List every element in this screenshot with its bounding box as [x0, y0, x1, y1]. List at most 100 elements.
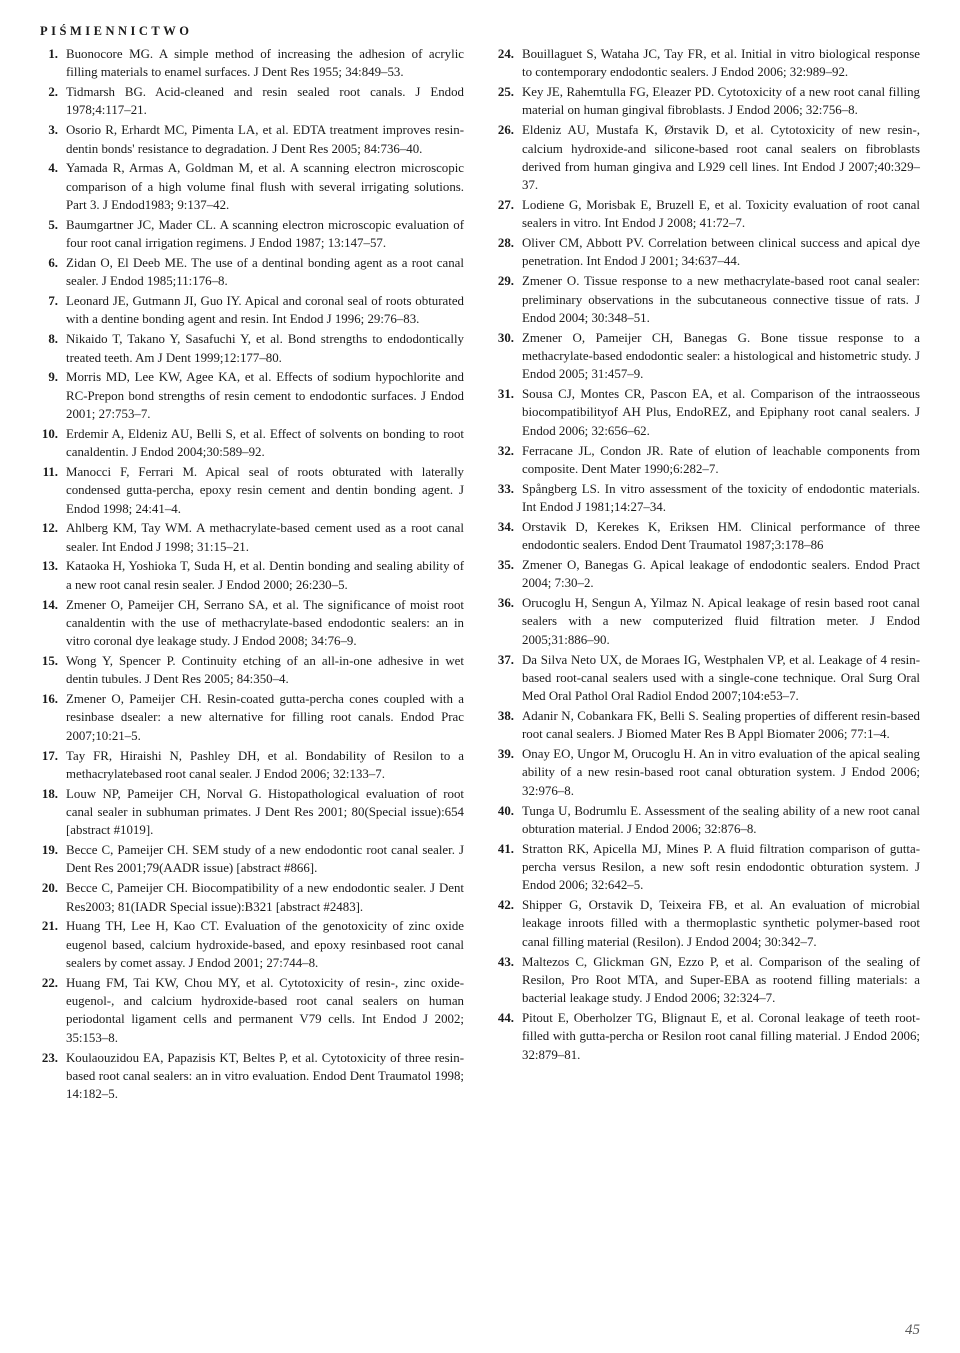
- reference-item: 19.Becce C, Pameijer CH. SEM study of a …: [40, 841, 464, 878]
- reference-item: 38.Adanir N, Cobankara FK, Belli S. Seal…: [496, 707, 920, 744]
- reference-number: 9.: [40, 368, 66, 423]
- reference-item: 1.Buonocore MG. A simple method of incre…: [40, 45, 464, 82]
- reference-number: 27.: [496, 196, 522, 233]
- reference-number: 36.: [496, 594, 522, 649]
- reference-item: 11.Manocci F, Ferrari M. Apical seal of …: [40, 463, 464, 518]
- reference-number: 7.: [40, 292, 66, 329]
- reference-number: 31.: [496, 385, 522, 440]
- reference-number: 37.: [496, 651, 522, 706]
- reference-text: Morris MD, Lee KW, Agee KA, et al. Effec…: [66, 368, 464, 423]
- reference-text: Louw NP, Pameijer CH, Norval G. Histopat…: [66, 785, 464, 840]
- reference-number: 33.: [496, 480, 522, 517]
- reference-text: Manocci F, Ferrari M. Apical seal of roo…: [66, 463, 464, 518]
- reference-text: Stratton RK, Apicella MJ, Mines P. A flu…: [522, 840, 920, 895]
- reference-number: 4.: [40, 159, 66, 214]
- reference-number: 6.: [40, 254, 66, 291]
- reference-text: Osorio R, Erhardt MC, Pimenta LA, et al.…: [66, 121, 464, 158]
- reference-text: Tunga U, Bodrumlu E. Assessment of the s…: [522, 802, 920, 839]
- page-number: 45: [905, 1322, 920, 1339]
- reference-item: 6.Zidan O, El Deeb ME. The use of a dent…: [40, 254, 464, 291]
- right-column: 24.Bouillaguet S, Wataha JC, Tay FR, et …: [496, 45, 920, 1105]
- reference-text: Erdemir A, Eldeniz AU, Belli S, et al. E…: [66, 425, 464, 462]
- reference-text: Lodiene G, Morisbak E, Bruzell E, et al.…: [522, 196, 920, 233]
- reference-item: 2.Tidmarsh BG. Acid-cleaned and resin se…: [40, 83, 464, 120]
- reference-text: Orstavik D, Kerekes K, Eriksen HM. Clini…: [522, 518, 920, 555]
- reference-number: 32.: [496, 442, 522, 479]
- reference-text: Pitout E, Oberholzer TG, Blignaut E, et …: [522, 1009, 920, 1064]
- reference-item: 41.Stratton RK, Apicella MJ, Mines P. A …: [496, 840, 920, 895]
- reference-text: Koulaouzidou EA, Papazisis KT, Beltes P,…: [66, 1049, 464, 1104]
- reference-item: 24.Bouillaguet S, Wataha JC, Tay FR, et …: [496, 45, 920, 82]
- reference-text: Onay EO, Ungor M, Orucoglu H. An in vitr…: [522, 745, 920, 800]
- reference-item: 20.Becce C, Pameijer CH. Biocompatibilit…: [40, 879, 464, 916]
- reference-number: 26.: [496, 121, 522, 194]
- references-columns: 1.Buonocore MG. A simple method of incre…: [40, 45, 920, 1105]
- reference-text: Ahlberg KM, Tay WM. A methacrylate-based…: [66, 519, 464, 556]
- reference-text: Oliver CM, Abbott PV. Correlation betwee…: [522, 234, 920, 271]
- reference-text: Orucoglu H, Sengun A, Yilmaz N. Apical l…: [522, 594, 920, 649]
- reference-number: 10.: [40, 425, 66, 462]
- reference-item: 12.Ahlberg KM, Tay WM. A methacrylate-ba…: [40, 519, 464, 556]
- reference-number: 17.: [40, 747, 66, 784]
- reference-number: 38.: [496, 707, 522, 744]
- reference-number: 11.: [40, 463, 66, 518]
- reference-number: 25.: [496, 83, 522, 120]
- reference-text: Huang TH, Lee H, Kao CT. Evaluation of t…: [66, 917, 464, 972]
- reference-item: 31.Sousa CJ, Montes CR, Pascon EA, et al…: [496, 385, 920, 440]
- reference-text: Spångberg LS. In vitro assessment of the…: [522, 480, 920, 517]
- reference-item: 28.Oliver CM, Abbott PV. Correlation bet…: [496, 234, 920, 271]
- left-reference-list: 1.Buonocore MG. A simple method of incre…: [40, 45, 464, 1104]
- reference-item: 22.Huang FM, Tai KW, Chou MY, et al. Cyt…: [40, 974, 464, 1047]
- reference-number: 22.: [40, 974, 66, 1047]
- reference-item: 35.Zmener O, Banegas G. Apical leakage o…: [496, 556, 920, 593]
- reference-item: 42.Shipper G, Orstavik D, Teixeira FB, e…: [496, 896, 920, 951]
- reference-item: 13.Kataoka H, Yoshioka T, Suda H, et al.…: [40, 557, 464, 594]
- reference-text: Wong Y, Spencer P. Continuity etching of…: [66, 652, 464, 689]
- reference-number: 2.: [40, 83, 66, 120]
- reference-item: 21.Huang TH, Lee H, Kao CT. Evaluation o…: [40, 917, 464, 972]
- reference-text: Maltezos C, Glickman GN, Ezzo P, et al. …: [522, 953, 920, 1008]
- reference-item: 17.Tay FR, Hiraishi N, Pashley DH, et al…: [40, 747, 464, 784]
- reference-item: 10.Erdemir A, Eldeniz AU, Belli S, et al…: [40, 425, 464, 462]
- reference-number: 19.: [40, 841, 66, 878]
- reference-text: Zmener O. Tissue response to a new metha…: [522, 272, 920, 327]
- reference-text: Da Silva Neto UX, de Moraes IG, Westphal…: [522, 651, 920, 706]
- reference-number: 41.: [496, 840, 522, 895]
- reference-item: 40.Tunga U, Bodrumlu E. Assessment of th…: [496, 802, 920, 839]
- reference-number: 3.: [40, 121, 66, 158]
- reference-item: 37.Da Silva Neto UX, de Moraes IG, Westp…: [496, 651, 920, 706]
- reference-text: Zmener O, Banegas G. Apical leakage of e…: [522, 556, 920, 593]
- reference-item: 36.Orucoglu H, Sengun A, Yilmaz N. Apica…: [496, 594, 920, 649]
- reference-number: 40.: [496, 802, 522, 839]
- reference-number: 42.: [496, 896, 522, 951]
- reference-number: 29.: [496, 272, 522, 327]
- reference-text: Buonocore MG. A simple method of increas…: [66, 45, 464, 82]
- reference-item: 29.Zmener O. Tissue response to a new me…: [496, 272, 920, 327]
- reference-number: 15.: [40, 652, 66, 689]
- reference-item: 30.Zmener O, Pameijer CH, Banegas G. Bon…: [496, 329, 920, 384]
- reference-text: Key JE, Rahemtulla FG, Eleazer PD. Cytot…: [522, 83, 920, 120]
- reference-item: 4.Yamada R, Armas A, Goldman M, et al. A…: [40, 159, 464, 214]
- reference-text: Eldeniz AU, Mustafa K, Ørstavik D, et al…: [522, 121, 920, 194]
- reference-text: Zmener O, Pameijer CH. Resin-coated gutt…: [66, 690, 464, 745]
- reference-item: 14.Zmener O, Pameijer CH, Serrano SA, et…: [40, 596, 464, 651]
- reference-item: 43.Maltezos C, Glickman GN, Ezzo P, et a…: [496, 953, 920, 1008]
- reference-item: 39.Onay EO, Ungor M, Orucoglu H. An in v…: [496, 745, 920, 800]
- reference-text: Leonard JE, Gutmann JI, Guo IY. Apical a…: [66, 292, 464, 329]
- reference-item: 26.Eldeniz AU, Mustafa K, Ørstavik D, et…: [496, 121, 920, 194]
- reference-text: Huang FM, Tai KW, Chou MY, et al. Cytoto…: [66, 974, 464, 1047]
- reference-number: 24.: [496, 45, 522, 82]
- reference-item: 32.Ferracane JL, Condon JR. Rate of elut…: [496, 442, 920, 479]
- reference-number: 34.: [496, 518, 522, 555]
- right-reference-list: 24.Bouillaguet S, Wataha JC, Tay FR, et …: [496, 45, 920, 1064]
- reference-text: Zidan O, El Deeb ME. The use of a dentin…: [66, 254, 464, 291]
- reference-text: Tidmarsh BG. Acid-cleaned and resin seal…: [66, 83, 464, 120]
- reference-number: 16.: [40, 690, 66, 745]
- reference-text: Bouillaguet S, Wataha JC, Tay FR, et al.…: [522, 45, 920, 82]
- reference-number: 21.: [40, 917, 66, 972]
- reference-text: Sousa CJ, Montes CR, Pascon EA, et al. C…: [522, 385, 920, 440]
- reference-item: 34.Orstavik D, Kerekes K, Eriksen HM. Cl…: [496, 518, 920, 555]
- reference-text: Zmener O, Pameijer CH, Banegas G. Bone t…: [522, 329, 920, 384]
- left-column: 1.Buonocore MG. A simple method of incre…: [40, 45, 464, 1105]
- reference-text: Yamada R, Armas A, Goldman M, et al. A s…: [66, 159, 464, 214]
